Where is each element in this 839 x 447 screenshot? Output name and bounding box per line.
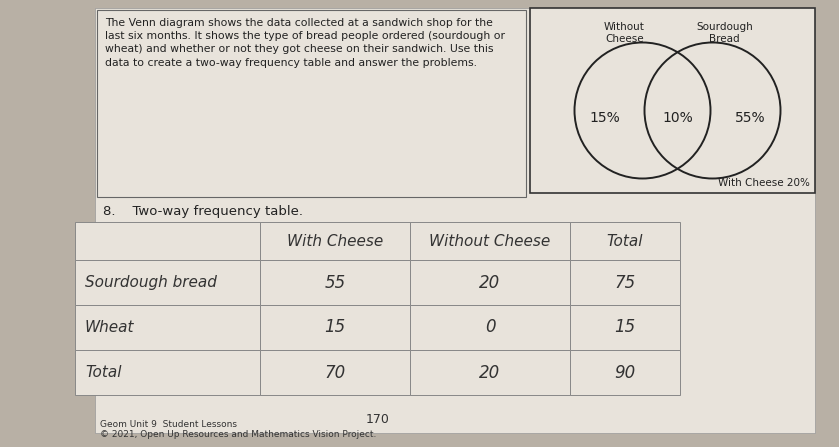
Text: 170: 170 [366,413,389,426]
FancyBboxPatch shape [75,350,260,395]
FancyBboxPatch shape [260,305,410,350]
Text: 70: 70 [325,363,346,381]
Text: Sourdough bread: Sourdough bread [85,275,216,290]
Text: With Cheese 20%: With Cheese 20% [718,178,810,188]
Text: 15: 15 [614,319,636,337]
Text: 8.    Two-way frequency table.: 8. Two-way frequency table. [103,205,303,218]
Text: The Venn diagram shows the data collected at a sandwich shop for the
last six mo: The Venn diagram shows the data collecte… [105,18,505,67]
FancyBboxPatch shape [530,8,815,193]
FancyBboxPatch shape [75,260,260,305]
FancyBboxPatch shape [260,260,410,305]
Text: Wheat: Wheat [85,320,134,335]
FancyBboxPatch shape [95,8,815,433]
Text: 55%: 55% [735,111,766,126]
Text: 15: 15 [325,319,346,337]
Text: 90: 90 [614,363,636,381]
FancyBboxPatch shape [570,260,680,305]
Text: 55: 55 [325,274,346,291]
Text: Without
Cheese: Without Cheese [604,22,645,44]
FancyBboxPatch shape [75,222,260,260]
Text: 75: 75 [614,274,636,291]
FancyBboxPatch shape [410,260,570,305]
FancyBboxPatch shape [570,350,680,395]
FancyBboxPatch shape [570,222,680,260]
Text: Total: Total [85,365,122,380]
FancyBboxPatch shape [410,222,570,260]
Text: 10%: 10% [662,111,693,126]
Text: Total: Total [607,233,644,249]
FancyBboxPatch shape [75,305,260,350]
Text: 20: 20 [479,274,501,291]
FancyBboxPatch shape [410,350,570,395]
Text: 0: 0 [485,319,495,337]
Text: With Cheese: With Cheese [287,233,383,249]
FancyBboxPatch shape [97,10,526,197]
FancyBboxPatch shape [260,222,410,260]
Text: 15%: 15% [589,111,620,126]
Text: Sourdough
Bread: Sourdough Bread [696,22,753,44]
FancyBboxPatch shape [260,350,410,395]
Text: 20: 20 [479,363,501,381]
FancyBboxPatch shape [410,305,570,350]
Text: Without Cheese: Without Cheese [430,233,550,249]
Text: Geom Unit 9  Student Lessons
© 2021, Open Up Resources and Mathematics Vision Pr: Geom Unit 9 Student Lessons © 2021, Open… [100,420,377,439]
FancyBboxPatch shape [570,305,680,350]
